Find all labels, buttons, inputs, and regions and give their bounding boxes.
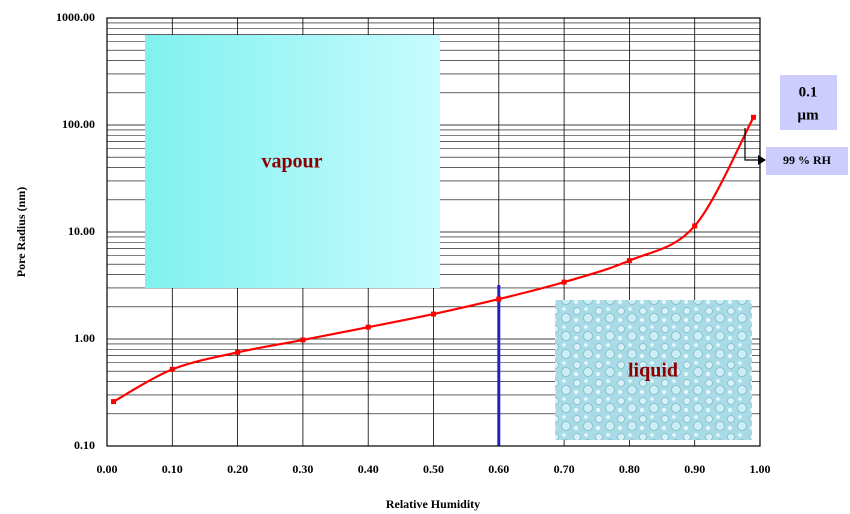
callout-arrowhead <box>758 155 766 165</box>
point <box>300 337 306 343</box>
line <box>113 116 755 403</box>
callout-text: 99 % RH <box>783 153 832 167</box>
x-axis-title: Relative Humidity <box>386 497 480 511</box>
x-tick-label: 0.00 <box>97 462 118 476</box>
x-tick-label: 0.80 <box>619 462 640 476</box>
x-tick-label: 0.60 <box>488 462 509 476</box>
point <box>496 296 502 302</box>
x-tick-label: 1.00 <box>750 462 771 476</box>
point <box>692 223 698 229</box>
callout-arrow <box>744 128 760 161</box>
y-tick-label: 1.00 <box>74 331 95 345</box>
point <box>431 311 436 317</box>
y-tick-label: 10.00 <box>68 224 95 238</box>
liquid-label: liquid <box>628 360 678 382</box>
x-tick-label: 0.20 <box>227 462 248 476</box>
x-tick-label: 0.50 <box>423 462 444 476</box>
vapour-label: vapour <box>261 151 322 173</box>
x-tick-label: 0.40 <box>358 462 379 476</box>
point <box>169 366 175 372</box>
point <box>111 399 117 405</box>
y-tick-label: 1000.00 <box>56 10 95 24</box>
liquid-region <box>555 300 752 440</box>
vapour-region <box>145 35 440 288</box>
point <box>365 324 371 330</box>
x-tick-label: 0.10 <box>162 462 183 476</box>
x-tick-label: 0.30 <box>292 462 313 476</box>
point <box>561 279 567 285</box>
y-tick-label: 100.00 <box>62 117 95 131</box>
callout-box <box>780 75 837 130</box>
y-tick-label: 0.10 <box>74 438 95 452</box>
y-axis-title: Pore Radius (nm) <box>14 187 28 277</box>
callout-box <box>766 147 848 175</box>
point <box>750 114 756 120</box>
x-tick-label: 0.90 <box>684 462 705 476</box>
marks <box>111 114 756 446</box>
plot-frame <box>106 17 761 447</box>
point <box>626 258 632 264</box>
point <box>235 349 241 355</box>
callout-text: µm <box>797 107 819 123</box>
x-tick-label: 0.70 <box>554 462 575 476</box>
callout-text: 0.1 <box>799 84 818 100</box>
